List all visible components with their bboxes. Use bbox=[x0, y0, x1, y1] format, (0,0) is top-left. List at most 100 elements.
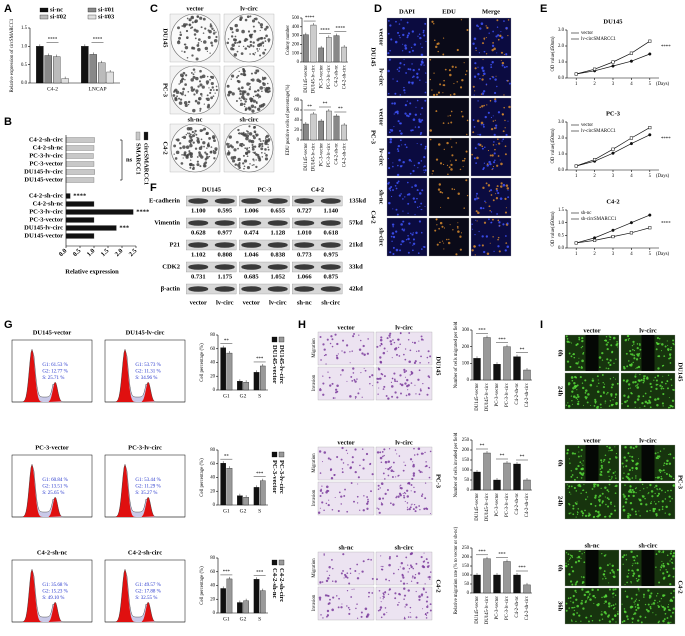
cell bbox=[255, 69, 258, 72]
cell bbox=[671, 384, 673, 387]
cell bbox=[579, 471, 582, 475]
cell bbox=[209, 88, 213, 92]
cell bbox=[263, 37, 266, 40]
y-tick-label: 100 bbox=[462, 573, 470, 578]
cell bbox=[419, 508, 421, 511]
cell bbox=[248, 132, 253, 136]
cell bbox=[629, 514, 632, 517]
cell bbox=[596, 588, 600, 591]
cell bbox=[390, 343, 393, 346]
cell bbox=[409, 606, 412, 609]
cell bbox=[426, 393, 429, 396]
cell bbox=[621, 462, 624, 465]
cell bbox=[602, 381, 604, 384]
cell bbox=[391, 240, 393, 242]
cell bbox=[650, 501, 652, 503]
cell bbox=[390, 195, 393, 198]
cell bbox=[239, 89, 242, 93]
cell bbox=[660, 567, 663, 569]
y-tick-label: 100 bbox=[462, 468, 470, 473]
cell bbox=[354, 380, 357, 383]
cell bbox=[668, 495, 671, 498]
blot-band bbox=[294, 220, 315, 226]
legend-swatch bbox=[135, 131, 141, 141]
cell bbox=[249, 34, 253, 38]
cell bbox=[394, 380, 397, 382]
cell bbox=[599, 473, 602, 476]
cell bbox=[635, 513, 638, 516]
bar bbox=[220, 463, 226, 506]
cell bbox=[429, 138, 432, 141]
cell bbox=[465, 150, 468, 153]
cell bbox=[388, 131, 391, 134]
x-tick-label: G1 bbox=[223, 393, 230, 399]
cell bbox=[387, 69, 390, 73]
blot-band bbox=[214, 286, 235, 292]
cell bbox=[238, 162, 241, 165]
blot-band bbox=[188, 264, 209, 270]
cell bbox=[593, 602, 595, 604]
cell bbox=[614, 475, 616, 477]
cell bbox=[388, 201, 391, 205]
cell bbox=[636, 562, 639, 565]
cell bbox=[321, 461, 324, 463]
cell bbox=[420, 160, 423, 162]
cell bbox=[413, 447, 415, 450]
cell bbox=[664, 498, 667, 500]
cell bbox=[580, 448, 583, 452]
cell bbox=[422, 29, 425, 32]
cell bbox=[421, 107, 424, 110]
column-label: vector bbox=[186, 5, 203, 12]
cell bbox=[497, 111, 501, 114]
cell bbox=[406, 34, 410, 37]
cell bbox=[238, 97, 241, 100]
cell bbox=[656, 342, 659, 346]
cell bbox=[388, 579, 390, 582]
cell bbox=[504, 153, 507, 156]
cell bbox=[407, 68, 410, 71]
cell bbox=[611, 383, 614, 386]
cell bbox=[431, 173, 433, 175]
cell bbox=[265, 34, 268, 38]
cell bbox=[579, 485, 582, 488]
cell bbox=[388, 152, 390, 154]
cell bbox=[568, 512, 571, 515]
lane-label: vector bbox=[190, 299, 207, 306]
x-tick-label: 3 bbox=[612, 174, 615, 179]
bar bbox=[503, 346, 511, 381]
cell bbox=[361, 448, 364, 450]
cell bbox=[627, 514, 630, 517]
cell bbox=[238, 166, 241, 169]
cell bbox=[569, 580, 573, 583]
x-tick-label: 1.5 bbox=[100, 247, 111, 258]
cell bbox=[401, 228, 404, 231]
y-tick-label: 0 bbox=[213, 388, 216, 393]
cell bbox=[179, 82, 182, 84]
cell bbox=[644, 375, 646, 377]
cell bbox=[626, 399, 629, 402]
y-tick-label: 1.0 bbox=[558, 60, 565, 65]
cell bbox=[425, 558, 428, 561]
cell bbox=[655, 387, 658, 391]
cell bbox=[247, 130, 249, 133]
cell bbox=[377, 484, 380, 487]
cell bbox=[178, 101, 183, 105]
cell bbox=[181, 136, 184, 139]
bar bbox=[65, 169, 95, 175]
cell bbox=[336, 342, 339, 346]
cell bbox=[184, 45, 189, 50]
cell bbox=[335, 595, 338, 597]
band-ratio: 1.066 bbox=[297, 273, 312, 280]
cell bbox=[403, 491, 406, 494]
cell bbox=[504, 145, 507, 148]
cell bbox=[491, 48, 494, 52]
blot-band bbox=[320, 286, 341, 292]
cell bbox=[464, 157, 466, 160]
cell bbox=[249, 40, 252, 44]
cell bbox=[663, 576, 666, 579]
cell bbox=[465, 179, 468, 182]
band-ratio: 1.006 bbox=[244, 207, 259, 214]
cell bbox=[573, 614, 575, 616]
cell bbox=[642, 379, 645, 382]
cell bbox=[612, 376, 615, 378]
